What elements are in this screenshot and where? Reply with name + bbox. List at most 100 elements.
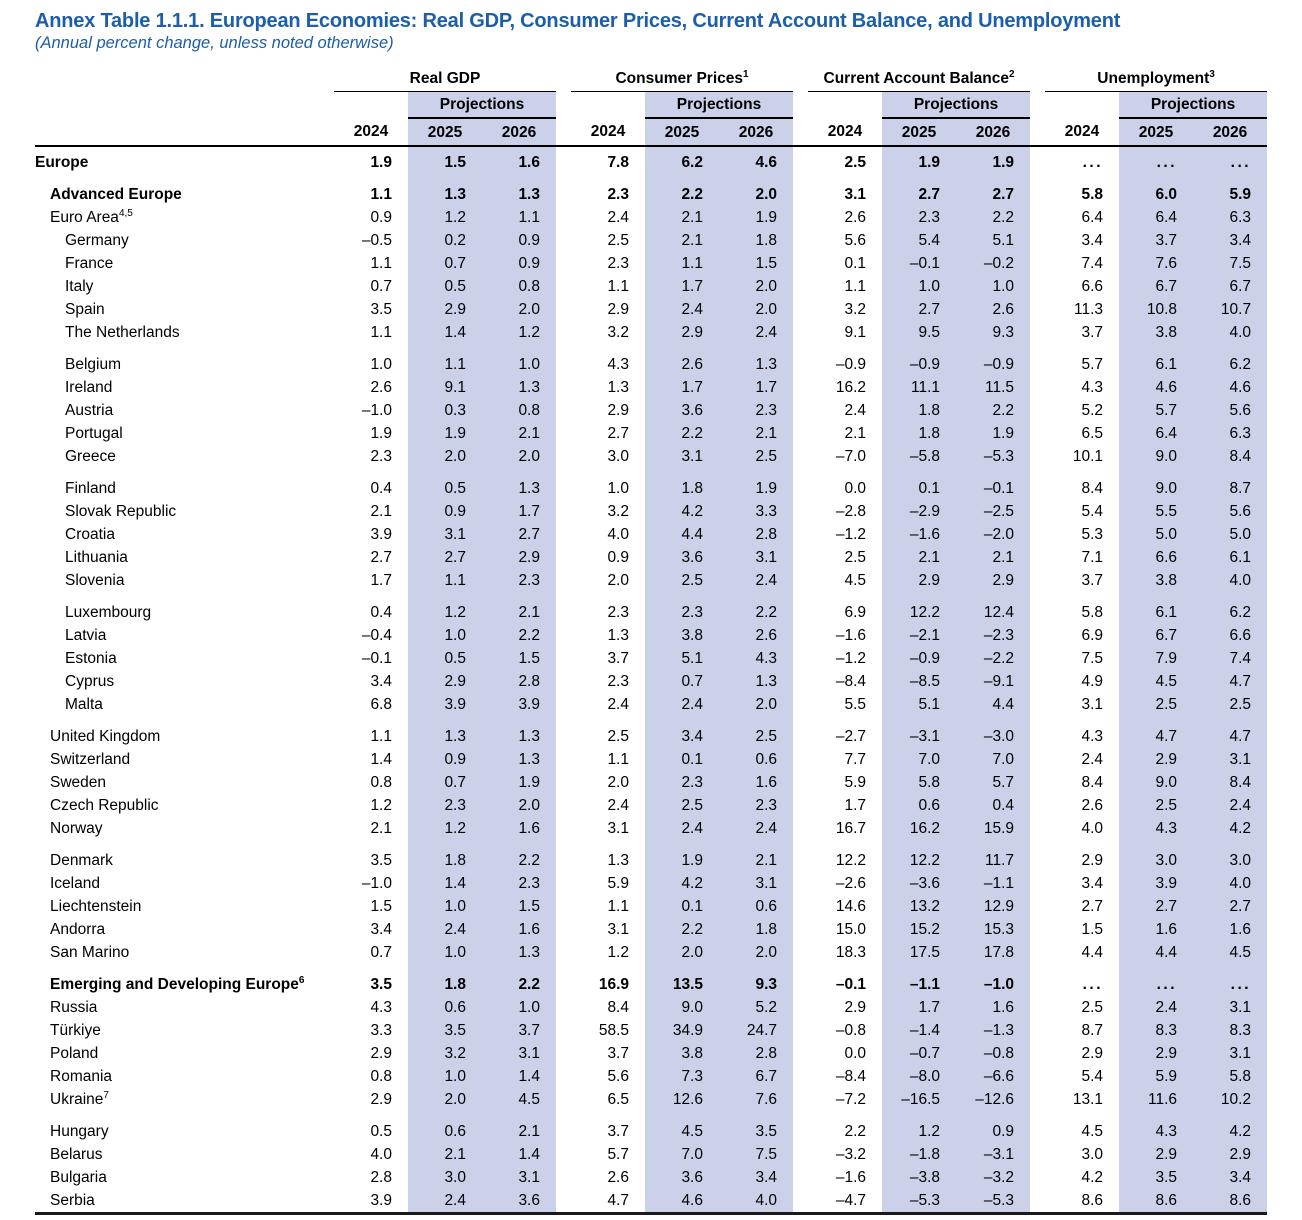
spacer-cell — [1193, 468, 1268, 477]
corner-cell — [35, 92, 334, 119]
country-cell: Norway — [35, 817, 334, 840]
country-cell: Germany — [35, 229, 334, 252]
country-cell: Ireland — [35, 376, 334, 399]
spacer-cell — [556, 592, 571, 601]
table-row: Advanced Europe 1.1 1.3 1.3 2.3 2.2 2.0 3.1 2.7 2… — [35, 183, 1268, 206]
value-cell: 0.0 — [844, 480, 867, 497]
spacer-cell — [956, 840, 1031, 849]
table-row: Portugal 1.9 1.9 2.1 2.7 2.2 2.1 2.1 1.8 1.9 6.5 6.… — [35, 422, 1268, 445]
value-cell: 1.9 — [370, 154, 392, 171]
value-cell: 0.8 — [482, 399, 556, 422]
value-cell: 2.3 — [645, 771, 719, 794]
spacer-cell — [334, 1111, 408, 1120]
group-spacer — [793, 146, 808, 174]
value-cell: –7.2 — [835, 1091, 867, 1108]
spacer-cell — [1045, 716, 1119, 725]
value-cell: 5.5 — [1119, 500, 1194, 523]
spacer-cell — [482, 964, 556, 973]
value-cell: 0.6 — [408, 996, 482, 1019]
table-row: Romania 0.8 1.0 1.4 5.6 7.3 6.7 –8.4 –8.0 –6.6 5.4… — [35, 1065, 1268, 1088]
spacer-cell — [1030, 1111, 1045, 1120]
value-cell: 2.8 — [370, 1169, 392, 1186]
value-cell: 2.4 — [1081, 751, 1104, 768]
value-cell: 1.1 — [408, 569, 482, 592]
value-cell: 2.9 — [370, 1091, 392, 1108]
value-cell: –5.3 — [882, 1189, 957, 1215]
country-cell: Andorra — [35, 918, 334, 941]
value-cell: 4.0 — [370, 1146, 392, 1163]
value-cell: 5.0 — [1119, 523, 1194, 546]
value-cell: –1.0 — [956, 973, 1031, 996]
empty-cell — [1045, 92, 1119, 119]
group-spacer — [1030, 941, 1045, 964]
country-label: Cyprus — [65, 673, 115, 690]
value-cell: 6.0 — [1119, 183, 1194, 206]
value-cell: 2.5 — [1081, 999, 1104, 1016]
value-cell: –0.2 — [956, 252, 1031, 275]
table-row: Sweden 0.8 0.7 1.9 2.0 2.3 1.6 5.9 5.8 5.7 8.4 9.0 8… — [35, 771, 1268, 794]
group-spacer — [793, 477, 808, 500]
value-cell: 15.2 — [882, 918, 957, 941]
country-label: Czech Republic — [50, 797, 159, 814]
footnote-marker: 1 — [742, 68, 749, 80]
spacer-cell — [1030, 468, 1045, 477]
group-spacer — [1030, 353, 1045, 376]
column-group-unemployment: Unemployment3 — [1045, 66, 1268, 92]
spacer-cell — [571, 592, 645, 601]
table-row: Denmark 3.5 1.8 2.2 1.3 1.9 2.1 12.2 12.2 11.7 2.9… — [35, 849, 1268, 872]
table-row: Italy 0.7 0.5 0.8 1.1 1.7 2.0 1.1 1.0 1.0 6.6 6.7 6.… — [35, 275, 1268, 298]
value-cell: 12.6 — [645, 1088, 719, 1111]
value-cell: 2.8 — [719, 1042, 794, 1065]
value-cell: 1.9 — [882, 146, 957, 174]
value-cell: 0.4 — [370, 480, 392, 497]
country-label: Russia — [50, 999, 98, 1016]
country-cell: Belgium — [35, 353, 334, 376]
value-cell: 1.6 — [482, 817, 556, 840]
spacer-cell — [719, 840, 794, 849]
value-cell: 2.1 — [956, 546, 1031, 569]
value-cell: 10.7 — [1193, 298, 1268, 321]
value-cell: 5.1 — [882, 693, 957, 716]
value-cell: 2.5 — [844, 549, 867, 566]
value-cell: 3.6 — [645, 546, 719, 569]
group-spacer — [556, 1166, 571, 1189]
empty-cell — [571, 92, 645, 119]
value-cell: 0.7 — [370, 278, 392, 295]
spacer-cell — [793, 468, 808, 477]
group-spacer — [556, 275, 571, 298]
country-cell: Croatia — [35, 523, 334, 546]
value-cell: 6.5 — [607, 1091, 629, 1108]
value-cell: –4.7 — [808, 1189, 883, 1215]
group-spacer — [793, 523, 808, 546]
value-cell: –2.6 — [835, 875, 867, 892]
group-spacer — [1030, 895, 1045, 918]
spacer-cell — [1045, 840, 1119, 849]
value-cell: 2.1 — [408, 1143, 482, 1166]
group-spacer — [793, 973, 808, 996]
spacer-cell — [334, 716, 408, 725]
year-header: 2024 — [571, 118, 645, 147]
value-cell: 3.7 — [1081, 324, 1104, 341]
year-header: 2025 — [1119, 118, 1194, 147]
spacer-cell — [1119, 344, 1194, 353]
group-spacer — [793, 794, 808, 817]
projections-header: Projections — [882, 91, 1031, 119]
value-cell: 2.3 — [482, 872, 556, 895]
spacer-cell — [956, 344, 1031, 353]
spacer-cell — [645, 716, 719, 725]
value-cell: –1.1 — [882, 973, 957, 996]
value-cell: 1.0 — [482, 996, 556, 1019]
group-spacer — [556, 918, 571, 941]
value-cell: 3.7 — [1081, 572, 1104, 589]
group-spacer — [1030, 183, 1045, 206]
value-cell: –8.4 — [835, 1068, 867, 1085]
table-row: Bulgaria 2.8 3.0 3.1 2.6 3.6 3.4 –1.6 –3.8 –3.2 4.… — [35, 1166, 1268, 1189]
value-cell: 8.3 — [1119, 1019, 1194, 1042]
country-cell: Greece — [35, 445, 334, 468]
value-cell: 6.2 — [1193, 353, 1268, 376]
value-cell: 4.0 — [1193, 872, 1268, 895]
spacer-cell — [808, 174, 882, 183]
country-label: The Netherlands — [65, 324, 180, 341]
group-spacer — [793, 817, 808, 840]
